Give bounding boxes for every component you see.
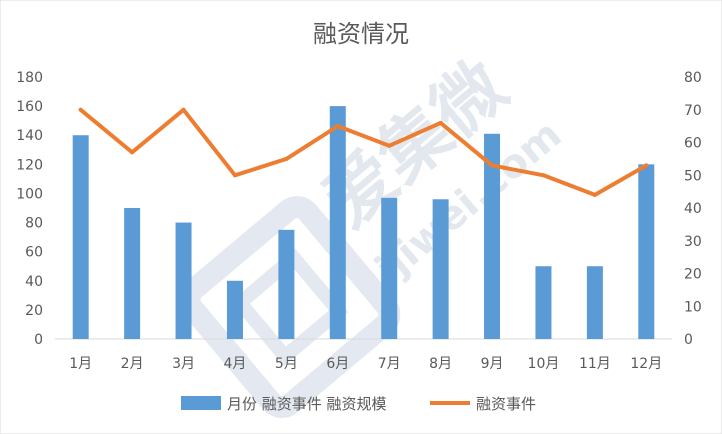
right-axis-tick-label: 40 bbox=[684, 201, 702, 217]
legend-bar-swatch bbox=[181, 396, 221, 410]
bar bbox=[638, 164, 655, 339]
left-axis-tick-label: 80 bbox=[25, 216, 43, 232]
left-axis-tick-label: 60 bbox=[25, 245, 43, 261]
line-point bbox=[232, 173, 237, 178]
x-axis-tick-label: 3月 bbox=[172, 356, 195, 372]
bar bbox=[124, 208, 141, 339]
x-axis-tick-label: 2月 bbox=[121, 356, 144, 372]
left-axis-tick-label: 140 bbox=[16, 128, 43, 144]
left-axis-tick-label: 0 bbox=[34, 332, 43, 348]
watermark-logo-inner bbox=[230, 247, 349, 367]
x-axis-labels: 1月 2月 3月 4月 5月 6月 7月 8月 9月 10月 11月 12月 bbox=[69, 356, 662, 372]
left-axis-tick-label: 120 bbox=[16, 157, 43, 173]
bar bbox=[72, 135, 89, 339]
bar bbox=[226, 280, 243, 339]
right-axis-tick-label: 60 bbox=[684, 136, 702, 152]
bar bbox=[432, 199, 449, 339]
legend-line-label: 融资事件 bbox=[476, 395, 536, 413]
bar bbox=[175, 222, 192, 339]
left-axis-tick-label: 40 bbox=[25, 274, 43, 290]
right-axis-tick-label: 10 bbox=[684, 299, 702, 315]
right-axis-tick-label: 50 bbox=[684, 168, 702, 184]
line-point bbox=[387, 143, 392, 148]
bar bbox=[278, 229, 295, 339]
line-path bbox=[78, 107, 649, 197]
right-axis-tick-label: 80 bbox=[684, 70, 702, 86]
x-axis-tick-label: 4月 bbox=[223, 356, 246, 372]
line-point bbox=[284, 156, 289, 161]
line-point bbox=[490, 163, 495, 168]
x-axis-tick-label: 9月 bbox=[481, 356, 504, 372]
x-axis-tick-label: 7月 bbox=[378, 356, 401, 372]
watermark-logo-frame bbox=[178, 196, 401, 418]
line-point bbox=[644, 163, 649, 168]
x-axis-tick-label: 6月 bbox=[326, 356, 349, 372]
bar bbox=[381, 197, 398, 339]
bar bbox=[484, 133, 501, 339]
line-series bbox=[78, 107, 649, 197]
right-axis-tick-label: 0 bbox=[684, 332, 693, 348]
legend: 月份 融资事件 融资规模 融资事件 bbox=[181, 395, 536, 413]
x-axis-tick-label: 8月 bbox=[429, 356, 452, 372]
bar-series bbox=[72, 106, 655, 339]
left-axis: 0 20 40 60 80 100 120 140 160 180 bbox=[16, 70, 43, 348]
bar bbox=[535, 266, 552, 339]
chart-title: 融资情况 bbox=[313, 20, 409, 48]
line-point bbox=[181, 107, 186, 112]
left-axis-tick-label: 180 bbox=[16, 70, 43, 86]
line-point bbox=[438, 120, 443, 125]
x-axis-tick-label: 11月 bbox=[579, 356, 611, 372]
line-point bbox=[592, 192, 597, 197]
left-axis-tick-label: 160 bbox=[16, 99, 43, 115]
bar bbox=[329, 106, 346, 339]
right-axis-tick-label: 70 bbox=[684, 103, 702, 119]
line-point bbox=[335, 124, 340, 129]
bar bbox=[586, 266, 603, 339]
x-axis-tick-label: 12月 bbox=[630, 356, 662, 372]
right-axis: 0 10 20 30 40 50 60 70 80 bbox=[684, 70, 702, 348]
x-axis-tick-label: 5月 bbox=[275, 356, 298, 372]
x-axis-tick-label: 10月 bbox=[528, 356, 560, 372]
left-axis-tick-label: 100 bbox=[16, 186, 43, 202]
legend-bar-label: 月份 融资事件 融资规模 bbox=[227, 395, 387, 413]
right-axis-tick-label: 20 bbox=[684, 267, 702, 283]
line-point bbox=[130, 150, 135, 155]
line-point bbox=[78, 107, 83, 112]
line-point bbox=[541, 173, 546, 178]
right-axis-tick-label: 30 bbox=[684, 234, 702, 250]
x-axis-tick-label: 1月 bbox=[69, 356, 92, 372]
left-axis-tick-label: 20 bbox=[25, 303, 43, 319]
